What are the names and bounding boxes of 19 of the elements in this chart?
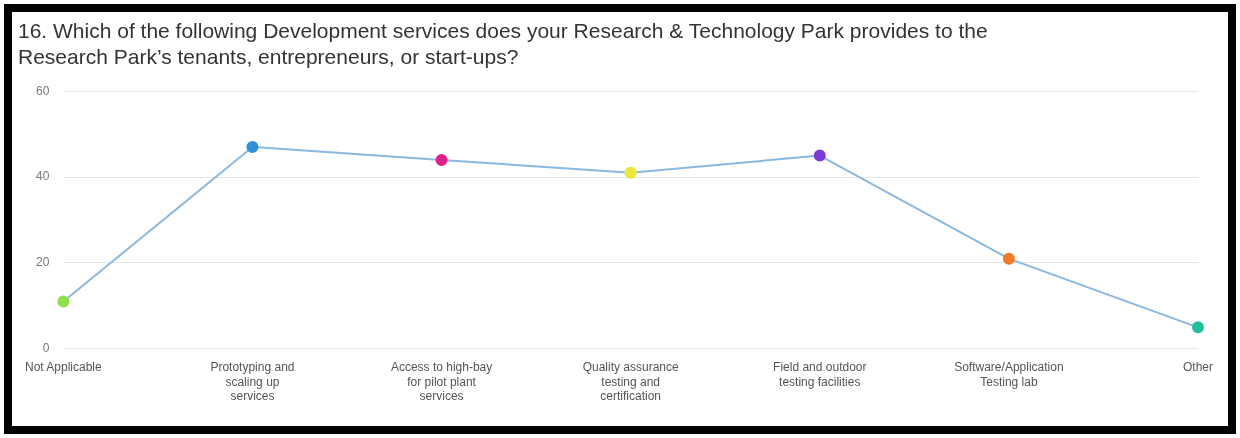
- x-tick-label: Prototyping and scaling up services: [210, 360, 295, 404]
- x-tick-label: Other: [1182, 360, 1214, 375]
- y-tick-label: 20: [35, 255, 50, 270]
- x-tick-label: Access to high-bay for pilot plant services: [390, 360, 493, 404]
- point: [1002, 252, 1015, 265]
- point: [1192, 321, 1204, 334]
- y-tick-label: 60: [35, 83, 50, 98]
- x-tick-label: Quality assurance testing and certification: [582, 360, 680, 404]
- chart-title: 16. Which of the following Development services does your Research & Technology Park provides to the Research Park’s tenants, entrepreneurs, or start-ups?: [18, 18, 989, 70]
- x-tick-label: Field and outdoor testing facilities: [773, 360, 867, 389]
- y-tick-label: 40: [35, 169, 50, 184]
- point: [246, 141, 259, 154]
- x-tick-label: Not Applicable: [24, 360, 103, 375]
- x-tick-label: Software/Application Testing lab: [954, 360, 1064, 389]
- y-tick-label: 0: [42, 341, 50, 356]
- point: [57, 295, 70, 308]
- point: [813, 149, 826, 162]
- point: [624, 166, 637, 179]
- point: [435, 153, 448, 166]
